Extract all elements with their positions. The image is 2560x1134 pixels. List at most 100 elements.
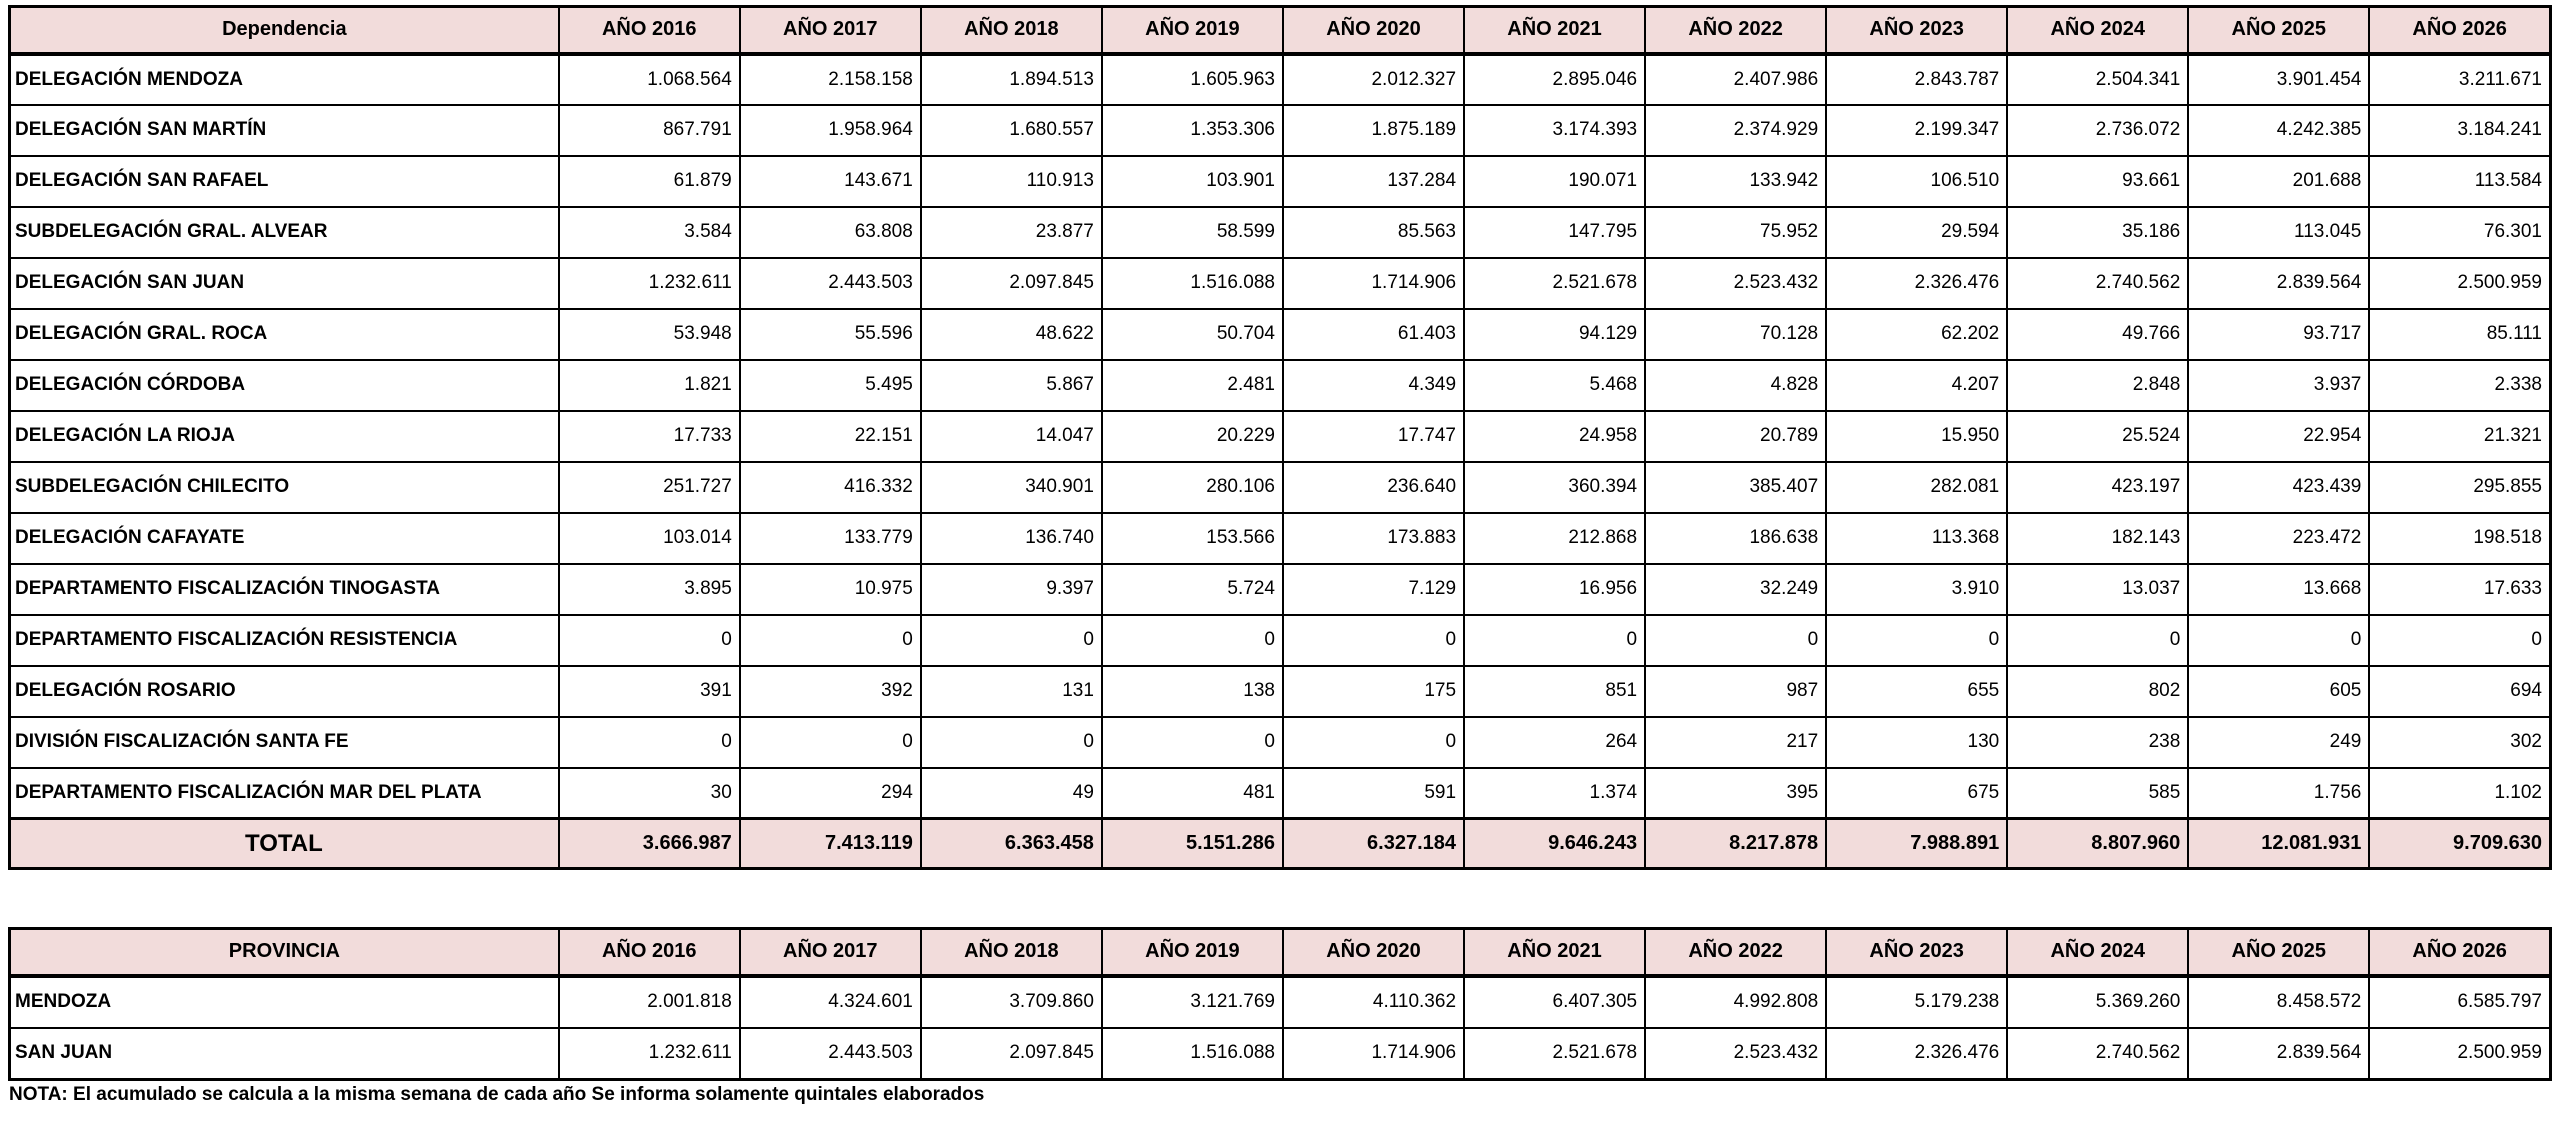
row-label: DELEGACIÓN SAN RAFAEL [8,154,560,208]
value-cell: 4.828 [1644,358,1828,412]
value-cell: 2.097.845 [919,1026,1103,1081]
value-cell: 4.349 [1281,358,1466,412]
value-cell: 63.808 [738,205,922,259]
value-cell: 8.458.572 [2187,974,2371,1029]
value-cell: 3.121.769 [1100,974,1284,1029]
value-cell: 4.242.385 [2187,103,2371,157]
total-value-cell: 7.413.119 [738,817,922,870]
value-cell: 1.605.963 [1100,52,1284,106]
value-cell: 3.709.860 [919,974,1103,1029]
row-label: SUBDELEGACIÓN GRAL. ALVEAR [8,205,560,259]
value-cell: 49 [919,766,1103,820]
value-cell: 0 [2368,613,2552,667]
value-cell: 2.843.787 [1825,52,2009,106]
value-cell: 2.521.678 [1463,256,1647,310]
value-cell: 675 [1825,766,2009,820]
value-cell: 62.202 [1825,307,2009,361]
value-cell: 395 [1644,766,1828,820]
value-cell: 10.975 [738,562,922,616]
table-row: DIVISIÓN FISCALIZACIÓN SANTA FE 0 0 0 0 0 264 2… [8,715,2552,769]
value-cell: 2.481 [1100,358,1284,412]
value-cell: 153.566 [1100,511,1284,565]
value-cell: 0 [738,715,922,769]
value-cell: 360.394 [1463,460,1647,514]
value-cell: 0 [1644,613,1828,667]
value-cell: 1.374 [1463,766,1647,820]
value-cell: 5.867 [919,358,1103,412]
value-cell: 20.789 [1644,409,1828,463]
value-cell: 5.724 [1100,562,1284,616]
value-cell: 76.301 [2368,205,2552,259]
value-cell: 21.321 [2368,409,2552,463]
value-cell: 13.668 [2187,562,2371,616]
value-cell: 5.369.260 [2006,974,2190,1029]
table-row: DELEGACIÓN GRAL. ROCA 53.948 55.596 48.622 5… [8,307,2552,361]
value-cell: 58.599 [1100,205,1284,259]
value-cell: 49.766 [2006,307,2190,361]
value-cell: 238 [2006,715,2190,769]
row-label: DELEGACIÓN SAN JUAN [8,256,560,310]
value-cell: 6.407.305 [1463,974,1647,1029]
value-cell: 1.516.088 [1100,1026,1284,1081]
value-cell: 4.992.808 [1644,974,1828,1029]
value-cell: 30 [557,766,741,820]
value-cell: 2.523.432 [1644,256,1828,310]
value-cell: 85.111 [2368,307,2552,361]
value-cell: 2.740.562 [2006,256,2190,310]
value-cell: 2.199.347 [1825,103,2009,157]
value-cell: 182.143 [2006,511,2190,565]
value-cell: 0 [2187,613,2371,667]
value-cell: 1.958.964 [738,103,922,157]
value-cell: 1.232.611 [557,256,741,310]
value-cell: 6.585.797 [2368,974,2552,1029]
value-cell: 113.045 [2187,205,2371,259]
year-column-header: AÑO 2022 [1644,5,1828,56]
row-label: DIVISIÓN FISCALIZACIÓN SANTA FE [8,715,560,769]
total-value-cell: 3.666.987 [557,817,741,870]
value-cell: 3.937 [2187,358,2371,412]
value-cell: 655 [1825,664,2009,718]
value-cell: 5.468 [1463,358,1647,412]
value-cell: 1.102 [2368,766,2552,820]
value-cell: 2.504.341 [2006,52,2190,106]
value-cell: 2.407.986 [1644,52,1828,106]
value-cell: 186.638 [1644,511,1828,565]
row-label: DEPARTAMENTO FISCALIZACIÓN MAR DEL PLATA [8,766,560,820]
year-column-header: AÑO 2024 [2006,5,2190,56]
table2-body: MENDOZA 2.001.818 4.324.601 3.709.860 3.121.… [8,974,2552,1081]
value-cell: 17.747 [1281,409,1466,463]
value-cell: 138 [1100,664,1284,718]
value-cell: 61.403 [1281,307,1466,361]
table1-body: DELEGACIÓN MENDOZA 1.068.564 2.158.158 1.89… [8,52,2552,870]
value-cell: 217 [1644,715,1828,769]
value-cell: 2.895.046 [1463,52,1647,106]
row-label: DELEGACIÓN CAFAYATE [8,511,560,565]
value-cell: 2.012.327 [1281,52,1466,106]
value-cell: 1.756 [2187,766,2371,820]
table-row: DELEGACIÓN ROSARIO 391 392 131 138 175 851 987 6… [8,664,2552,718]
value-cell: 103.014 [557,511,741,565]
footnote: NOTA: El acumulado se calcula a la misma… [9,1084,985,1105]
table2-header-row: PROVINCIA AÑO 2016 AÑO 2017 AÑO 2018 AÑO 201… [8,927,2552,978]
value-cell: 236.640 [1281,460,1466,514]
value-cell: 0 [919,715,1103,769]
value-cell: 0 [557,613,741,667]
value-cell: 35.186 [2006,205,2190,259]
row-label: DELEGACIÓN SAN MARTÍN [8,103,560,157]
value-cell: 133.942 [1644,154,1828,208]
value-cell: 867.791 [557,103,741,157]
value-cell: 5.495 [738,358,922,412]
value-cell: 61.879 [557,154,741,208]
value-cell: 93.717 [2187,307,2371,361]
value-cell: 0 [919,613,1103,667]
value-cell: 2.848 [2006,358,2190,412]
value-cell: 212.868 [1463,511,1647,565]
total-value-cell: 8.807.960 [2006,817,2190,870]
table-row: DELEGACIÓN MENDOZA 1.068.564 2.158.158 1.89… [8,52,2552,106]
value-cell: 4.207 [1825,358,2009,412]
year-column-header: AÑO 2024 [2006,927,2190,978]
value-cell: 2.001.818 [557,974,741,1029]
value-cell: 7.129 [1281,562,1466,616]
value-cell: 585 [2006,766,2190,820]
table-row: SUBDELEGACIÓN CHILECITO 251.727 416.332 340… [8,460,2552,514]
